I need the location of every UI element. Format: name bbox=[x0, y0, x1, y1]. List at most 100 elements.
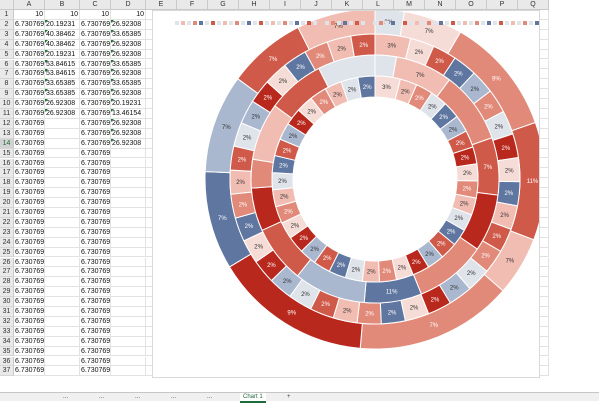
row-header[interactable]: 10 bbox=[0, 99, 14, 109]
cell-a2[interactable]: 6.730769 bbox=[14, 19, 45, 30]
row-header[interactable]: 13 bbox=[0, 128, 14, 139]
cell-b23[interactable] bbox=[45, 227, 80, 238]
cell-b2[interactable]: 20.19231 bbox=[45, 19, 80, 30]
row-header[interactable]: 14 bbox=[0, 138, 14, 149]
cell-a34[interactable]: 6.730769 bbox=[14, 336, 45, 347]
cell-c21[interactable]: 6.730769 bbox=[80, 208, 111, 218]
cell-c11[interactable]: 6.730769 bbox=[80, 109, 111, 119]
sheet-tab[interactable]: ... bbox=[63, 394, 69, 400]
column-header-d[interactable]: D bbox=[111, 0, 146, 10]
cell-b35[interactable] bbox=[45, 346, 80, 357]
cell-c34[interactable]: 6.730769 bbox=[80, 336, 111, 347]
cell-b33[interactable] bbox=[45, 326, 80, 337]
row-header[interactable]: 21 bbox=[0, 208, 14, 218]
sheet-tab[interactable]: ... bbox=[99, 394, 105, 400]
cell-b9[interactable]: 33.65385 bbox=[45, 89, 80, 100]
cell-b29[interactable] bbox=[45, 287, 80, 298]
row-header[interactable]: 1 bbox=[0, 10, 14, 20]
row-header[interactable]: 7 bbox=[0, 69, 14, 80]
cell-c22[interactable]: 6.730769 bbox=[80, 217, 111, 228]
row-header[interactable]: 22 bbox=[0, 217, 14, 228]
column-header-m[interactable]: M bbox=[394, 0, 425, 10]
cell-a27[interactable]: 6.730769 bbox=[14, 267, 45, 278]
cell-c5[interactable]: 6.730769 bbox=[80, 49, 111, 60]
cell-c30[interactable]: 6.730769 bbox=[80, 297, 111, 307]
cell-b7[interactable]: 53.84615 bbox=[45, 69, 80, 80]
cell-d32[interactable] bbox=[111, 316, 146, 327]
cell-c12[interactable]: 6.730769 bbox=[80, 118, 111, 129]
cell-a32[interactable]: 6.730769 bbox=[14, 316, 45, 327]
row-header[interactable]: 4 bbox=[0, 39, 14, 50]
cell-c15[interactable]: 6.730769 bbox=[80, 148, 111, 159]
cell-a21[interactable]: 6.730769 bbox=[14, 208, 45, 218]
cell-d28[interactable] bbox=[111, 277, 146, 288]
cell-d16[interactable] bbox=[111, 158, 146, 169]
row-header[interactable]: 31 bbox=[0, 307, 14, 317]
cell-d25[interactable] bbox=[111, 247, 146, 258]
cell-c9[interactable]: 6.730769 bbox=[80, 89, 111, 100]
cell-c37[interactable]: 6.730769 bbox=[80, 366, 111, 377]
cell-c8[interactable]: 6.730769 bbox=[80, 79, 111, 90]
cell-c18[interactable]: 6.730769 bbox=[80, 178, 111, 189]
cell-b24[interactable] bbox=[45, 237, 80, 248]
cell-d17[interactable] bbox=[111, 168, 146, 179]
cell-c2[interactable]: 6.730769 bbox=[80, 19, 111, 30]
sheet-tab[interactable]: Chart 1 bbox=[240, 393, 266, 403]
cell-b13[interactable] bbox=[45, 128, 80, 139]
row-header[interactable]: 18 bbox=[0, 178, 14, 189]
sheet-tab[interactable]: ... bbox=[135, 394, 141, 400]
cell-d24[interactable] bbox=[111, 237, 146, 248]
cell-d8[interactable]: 33.65385 bbox=[111, 79, 146, 90]
column-header-b[interactable]: B bbox=[45, 0, 80, 10]
row-header[interactable]: 34 bbox=[0, 336, 14, 347]
cell-a6[interactable]: 6.730769 bbox=[14, 59, 45, 70]
cell-a23[interactable]: 6.730769 bbox=[14, 227, 45, 238]
column-header-g[interactable]: G bbox=[208, 0, 239, 10]
cell-a14[interactable]: 6.730769 bbox=[14, 138, 45, 149]
cell-b30[interactable] bbox=[45, 297, 80, 307]
row-header[interactable]: 12 bbox=[0, 118, 14, 129]
row-header[interactable]: 30 bbox=[0, 297, 14, 307]
row-header[interactable]: 6 bbox=[0, 59, 14, 70]
cell-c31[interactable]: 6.730769 bbox=[80, 307, 111, 317]
cell-c6[interactable]: 6.730769 bbox=[80, 59, 111, 70]
cell-a29[interactable]: 6.730769 bbox=[14, 287, 45, 298]
cell-a3[interactable]: 6.730769 bbox=[14, 29, 45, 40]
cell-a36[interactable]: 6.730769 bbox=[14, 356, 45, 367]
cell-b34[interactable] bbox=[45, 336, 80, 347]
cell-d31[interactable] bbox=[111, 307, 146, 317]
cell-d2[interactable]: 26.92308 bbox=[111, 19, 146, 30]
cell-d14[interactable]: 26.92308 bbox=[111, 138, 146, 149]
cell-c1[interactable]: 10 bbox=[80, 10, 111, 20]
cell-a4[interactable]: 6.730769 bbox=[14, 39, 45, 50]
column-header-l[interactable]: L bbox=[363, 0, 394, 10]
cell-d11[interactable]: 13.46154 bbox=[111, 109, 146, 119]
row-header[interactable]: 24 bbox=[0, 237, 14, 248]
row-header[interactable]: 5 bbox=[0, 49, 14, 60]
cell-a17[interactable]: 6.730769 bbox=[14, 168, 45, 179]
column-header-a[interactable]: A bbox=[14, 0, 45, 10]
column-header-o[interactable]: O bbox=[456, 0, 487, 10]
cell-a7[interactable]: 6.730769 bbox=[14, 69, 45, 80]
row-header[interactable]: 8 bbox=[0, 79, 14, 90]
cell-a26[interactable]: 6.730769 bbox=[14, 257, 45, 268]
cell-d29[interactable] bbox=[111, 287, 146, 298]
cell-d21[interactable] bbox=[111, 208, 146, 218]
cell-a30[interactable]: 6.730769 bbox=[14, 297, 45, 307]
cell-c16[interactable]: 6.730769 bbox=[80, 158, 111, 169]
cell-a9[interactable]: 6.730769 bbox=[14, 89, 45, 100]
cell-c14[interactable]: 6.730769 bbox=[80, 138, 111, 149]
row-header[interactable]: 35 bbox=[0, 346, 14, 357]
row-header[interactable]: 26 bbox=[0, 257, 14, 268]
column-header-p[interactable]: P bbox=[487, 0, 518, 10]
cell-d36[interactable] bbox=[111, 356, 146, 367]
cell-d9[interactable]: 26.92308 bbox=[111, 89, 146, 100]
cell-a37[interactable]: 6.730769 bbox=[14, 366, 45, 377]
cell-b1[interactable]: 10 bbox=[45, 10, 80, 20]
cell-b22[interactable] bbox=[45, 217, 80, 228]
cell-a10[interactable]: 6.730769 bbox=[14, 99, 45, 109]
cell-c28[interactable]: 6.730769 bbox=[80, 277, 111, 288]
cell-b15[interactable] bbox=[45, 148, 80, 159]
cell-a18[interactable]: 6.730769 bbox=[14, 178, 45, 189]
cell-d13[interactable]: 26.92308 bbox=[111, 128, 146, 139]
